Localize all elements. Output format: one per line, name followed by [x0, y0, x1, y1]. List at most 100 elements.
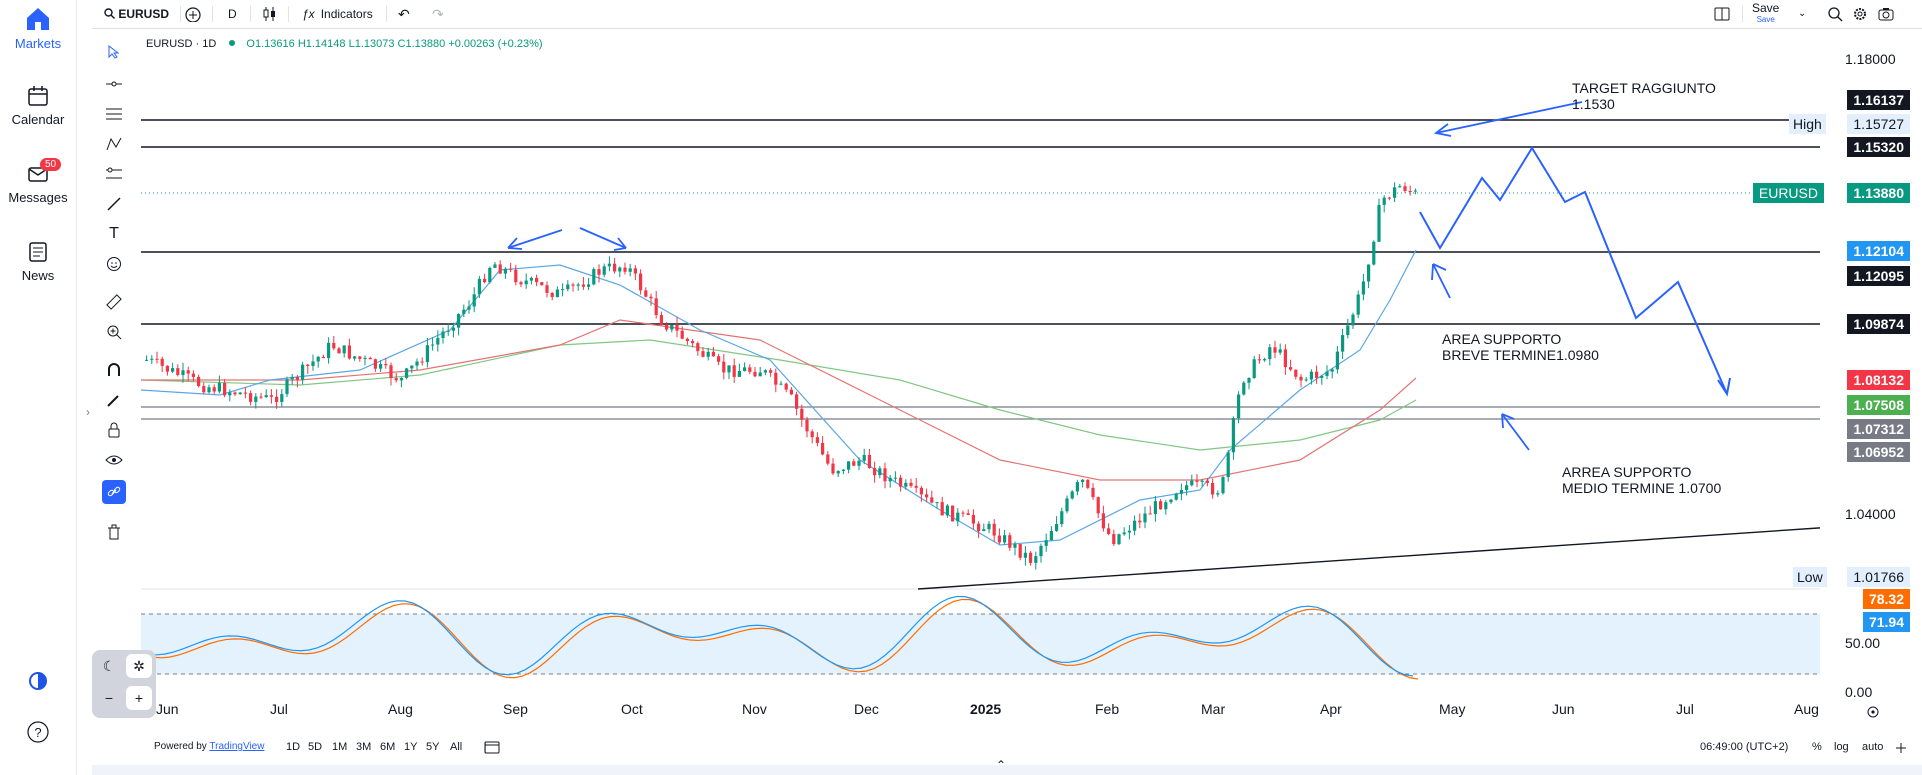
zoom-in-button[interactable]: + [126, 686, 152, 710]
hide-tool[interactable] [102, 448, 126, 472]
nav-messages[interactable]: 50 Messages [0, 158, 76, 205]
candle-body [977, 523, 981, 532]
log-toggle[interactable]: log [1834, 741, 1849, 753]
nav-markets[interactable]: Markets [0, 6, 76, 51]
candle-body [769, 370, 773, 373]
range-6m[interactable]: 6M [380, 741, 396, 753]
stay-drawing-tool[interactable] [102, 388, 126, 412]
camera-icon[interactable] [1878, 6, 1894, 22]
cursor-tool[interactable] [102, 40, 126, 64]
brush-tool[interactable] [102, 192, 126, 216]
zoom-out-button[interactable]: − [96, 686, 122, 710]
save-button[interactable]: Save Save [1752, 2, 1779, 25]
tick-3: 50.00 [1845, 635, 1881, 651]
help-icon[interactable]: ? [26, 720, 50, 744]
fib-tool[interactable] [102, 102, 126, 126]
price-label-11: 1.06952 [1847, 442, 1910, 462]
fit-icon[interactable] [1894, 741, 1908, 755]
link-tool[interactable] [102, 480, 126, 504]
lock-tool[interactable] [102, 418, 126, 442]
date-range-icon[interactable] [484, 740, 500, 754]
candle-body [160, 358, 164, 366]
range-1y[interactable]: 1Y [404, 741, 418, 753]
range-1m[interactable]: 1M [332, 741, 348, 753]
candle-body [1252, 359, 1256, 378]
moon-icon[interactable]: ☾ [96, 654, 122, 678]
candle-body [696, 343, 700, 352]
powered-by: Powered by TradingView [154, 741, 264, 752]
candle-body [997, 535, 1001, 543]
clock-label[interactable]: 06:49:00 (UTC+2) [1700, 741, 1789, 753]
add-symbol-icon[interactable] [184, 6, 202, 22]
candle-body [379, 364, 383, 369]
nav-calendar[interactable]: Calendar [0, 84, 76, 127]
range-5y[interactable]: 5Y [426, 741, 440, 753]
annotation-area-breve: AREA SUPPORTO BREVE TERMINE1.0980 [1442, 331, 1599, 363]
candle-body [1127, 530, 1131, 533]
ma-20-line [140, 249, 1417, 546]
sun-icon[interactable]: ✲ [126, 654, 152, 678]
candle-body [514, 269, 518, 283]
stoch-k-line [140, 595, 1414, 677]
candle-body [1309, 371, 1313, 380]
range-5d[interactable]: 5D [308, 741, 323, 753]
candle-body [805, 419, 809, 432]
price-chart[interactable] [140, 32, 1820, 732]
candle-body [847, 461, 851, 470]
interval-button[interactable]: D [228, 7, 237, 21]
candle-body [446, 330, 450, 332]
range-1d[interactable]: 1D [286, 741, 301, 753]
theme-icon[interactable] [27, 670, 49, 692]
candle-body [186, 370, 190, 374]
candle-body [795, 394, 799, 409]
text-tool[interactable]: T [102, 222, 126, 246]
magnet-tool[interactable] [102, 358, 126, 382]
gear-icon[interactable] [1852, 6, 1868, 22]
candle-body [1237, 394, 1241, 419]
zoom-in-tool[interactable] [102, 320, 126, 344]
layout-icon[interactable] [1714, 6, 1730, 22]
pattern-tool[interactable] [102, 132, 126, 156]
chevron-up-icon[interactable]: ⌃ [996, 758, 1007, 772]
price-label-1: 1.16137 [1847, 90, 1910, 110]
candle-body [1070, 491, 1074, 499]
trendline-tool[interactable] [102, 72, 126, 96]
candle-body [1107, 528, 1111, 535]
candle-body [1294, 369, 1298, 377]
fx-icon: ƒx [302, 7, 315, 21]
candlesticks [145, 182, 1417, 570]
collapse-toolbar-icon[interactable]: › [86, 405, 90, 419]
candle-body [940, 502, 944, 516]
trash-tool[interactable] [102, 520, 126, 544]
symbol-search[interactable]: EURUSD [104, 6, 169, 22]
zoom-icon[interactable] [1827, 6, 1843, 22]
candle-body [207, 387, 211, 393]
emoji-tool[interactable] [102, 252, 126, 276]
indicators-button[interactable]: ƒx Indicators [302, 6, 373, 22]
candle-body [1346, 325, 1350, 336]
price-label-7: 1.09874 [1847, 314, 1910, 334]
range-3m[interactable]: 3M [356, 741, 372, 753]
candle-body [1242, 382, 1246, 395]
ascending-trendline [917, 527, 1820, 590]
candles-icon[interactable] [262, 6, 278, 22]
auto-toggle[interactable]: auto [1862, 741, 1884, 753]
candle-body [654, 298, 658, 316]
range-all[interactable]: All [450, 741, 463, 753]
line-icon [106, 81, 122, 87]
month-label: Dec [854, 701, 879, 717]
nav-news[interactable]: News [0, 240, 76, 283]
percent-toggle[interactable]: % [1812, 741, 1822, 753]
chevron-down-icon[interactable]: ⌄ [1798, 8, 1807, 19]
candle-body [581, 284, 585, 287]
undo-icon[interactable]: ↶ [398, 6, 410, 22]
ruler-tool[interactable] [102, 290, 126, 314]
candle-body [197, 376, 201, 387]
redo-icon[interactable]: ↷ [432, 6, 444, 22]
candle-body [327, 342, 331, 359]
tradingview-link[interactable]: TradingView [209, 741, 265, 752]
forecast-tool[interactable] [102, 162, 126, 186]
candle-body [358, 356, 362, 359]
bottom-panel-handle[interactable] [92, 765, 1922, 775]
axis-settings-icon[interactable] [1866, 705, 1880, 719]
